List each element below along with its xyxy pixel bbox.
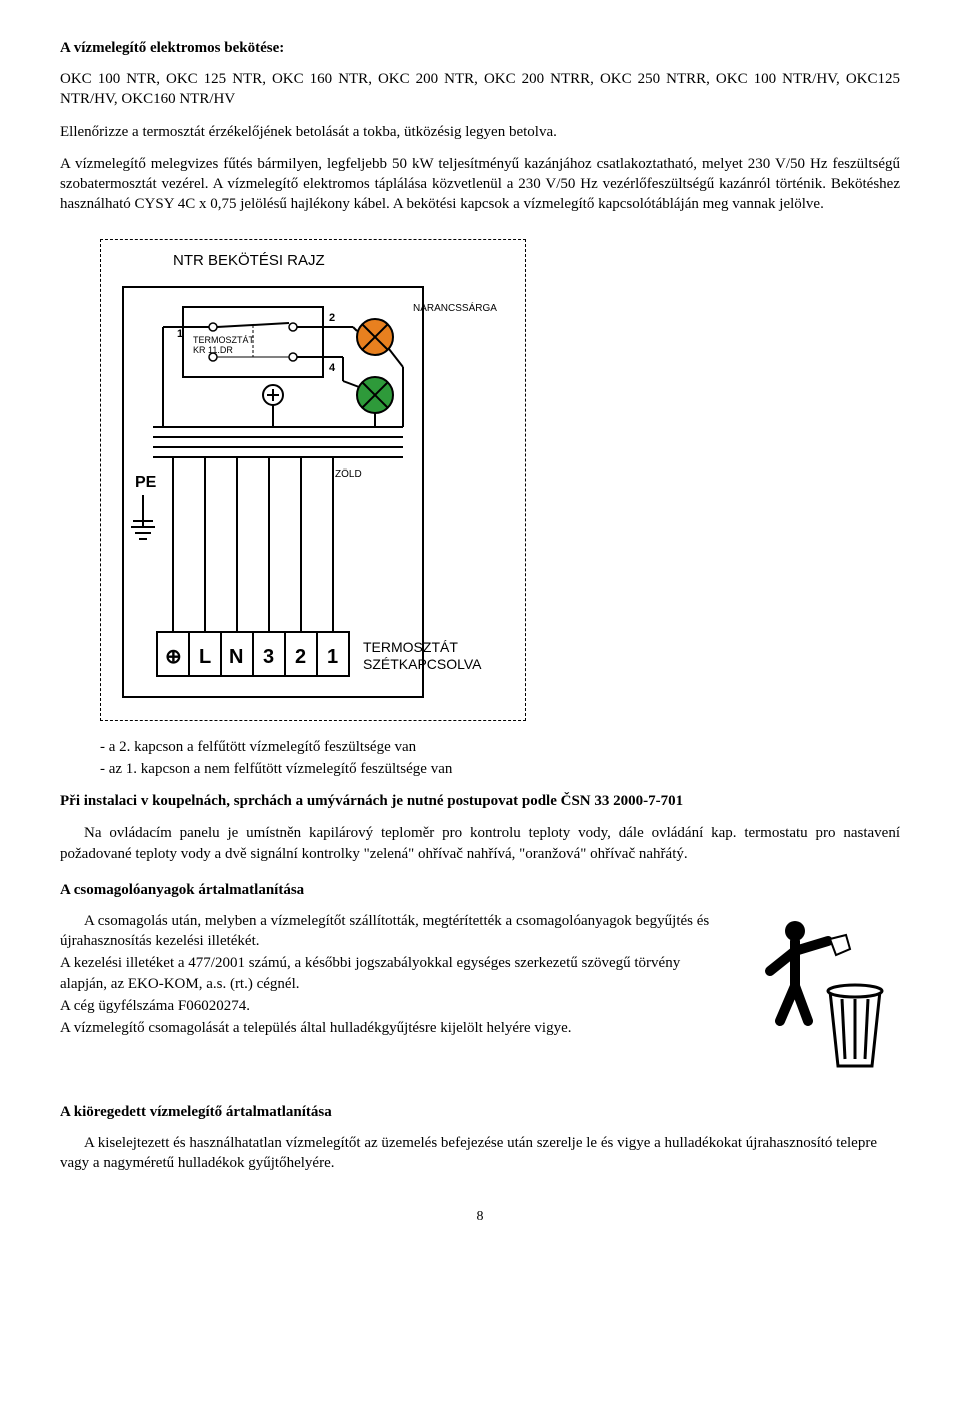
- note-line-2: - az 1. kapcson a nem felfűtött vízmeleg…: [100, 759, 900, 779]
- recycle-icon: [750, 911, 900, 1086]
- pe-label: PE: [135, 474, 157, 491]
- packaging-title: A csomagolóanyagok ártalmatlanítása: [60, 882, 900, 899]
- bottom-label-2: SZÉTKAPCSOLVA: [363, 656, 482, 672]
- thermostat-box-label-1: TERMOSZTÁT: [193, 335, 254, 345]
- check-instruction: Ellenőrizze a termosztát érzékelőjének b…: [60, 122, 900, 142]
- packaging-p1: A csomagolás után, melyben a vízmelegítő…: [60, 911, 730, 952]
- wiring-diagram-svg: 1 2 4 TERMOSZTÁT KR 11.DR NARANCSSÁRGA Z…: [113, 277, 513, 707]
- terminal-l: L: [199, 646, 211, 668]
- pin-4-label: 4: [329, 362, 336, 374]
- check-text: Ellenőrizze a termosztát érzékelőjének b…: [60, 124, 557, 140]
- wiring-diagram-container: NTR BEKÖTÉSI RAJZ 1 2 4 TERMOSZTÁT KR 11…: [100, 239, 526, 721]
- packaging-p4: A vízmelegítő csomagolását a település á…: [60, 1018, 730, 1038]
- wiring-diagram-title: NTR BEKÖTÉSI RAJZ: [173, 252, 513, 269]
- terminal-1: 1: [327, 646, 338, 668]
- note-line-1: - a 2. kapcson a felfűtött vízmelegítő f…: [100, 737, 900, 757]
- terminal-3: 3: [263, 646, 274, 668]
- green-label: ZÖLD: [335, 468, 362, 480]
- terminal-2: 2: [295, 646, 306, 668]
- main-paragraph: A vízmelegítő melegvizes fűtés bármilyen…: [60, 154, 900, 215]
- terminal-pe: ⊕: [165, 646, 182, 668]
- pin-2-label: 2: [329, 312, 335, 324]
- pin-1-label: 1: [177, 328, 183, 340]
- aged-title: A kiöregedett vízmelegítő ártalmatlanítá…: [60, 1104, 900, 1121]
- page-number: 8: [60, 1209, 900, 1225]
- page-title: A vízmelegítő elektromos bekötése:: [60, 40, 900, 57]
- packaging-p2: A kezelési illetéket a 477/2001 számú, a…: [60, 953, 730, 994]
- aged-paragraph: A kiselejtezett és használhatatlan vízme…: [60, 1133, 900, 1174]
- czech-paragraph: Na ovládacím panelu je umístněn kapiláro…: [60, 823, 900, 864]
- orange-label: NARANCSSÁRGA: [413, 301, 497, 314]
- czech-bold-line: Při instalaci v koupelnách, sprchách a u…: [60, 791, 900, 811]
- models-list: OKC 100 NTR, OKC 125 NTR, OKC 160 NTR, O…: [60, 69, 900, 110]
- packaging-p3: A cég ügyfélszáma F06020274.: [60, 996, 730, 1016]
- terminal-n: N: [229, 646, 243, 668]
- bottom-label-1: TERMOSZTÁT: [363, 639, 458, 655]
- thermostat-box-label-2: KR 11.DR: [193, 345, 233, 355]
